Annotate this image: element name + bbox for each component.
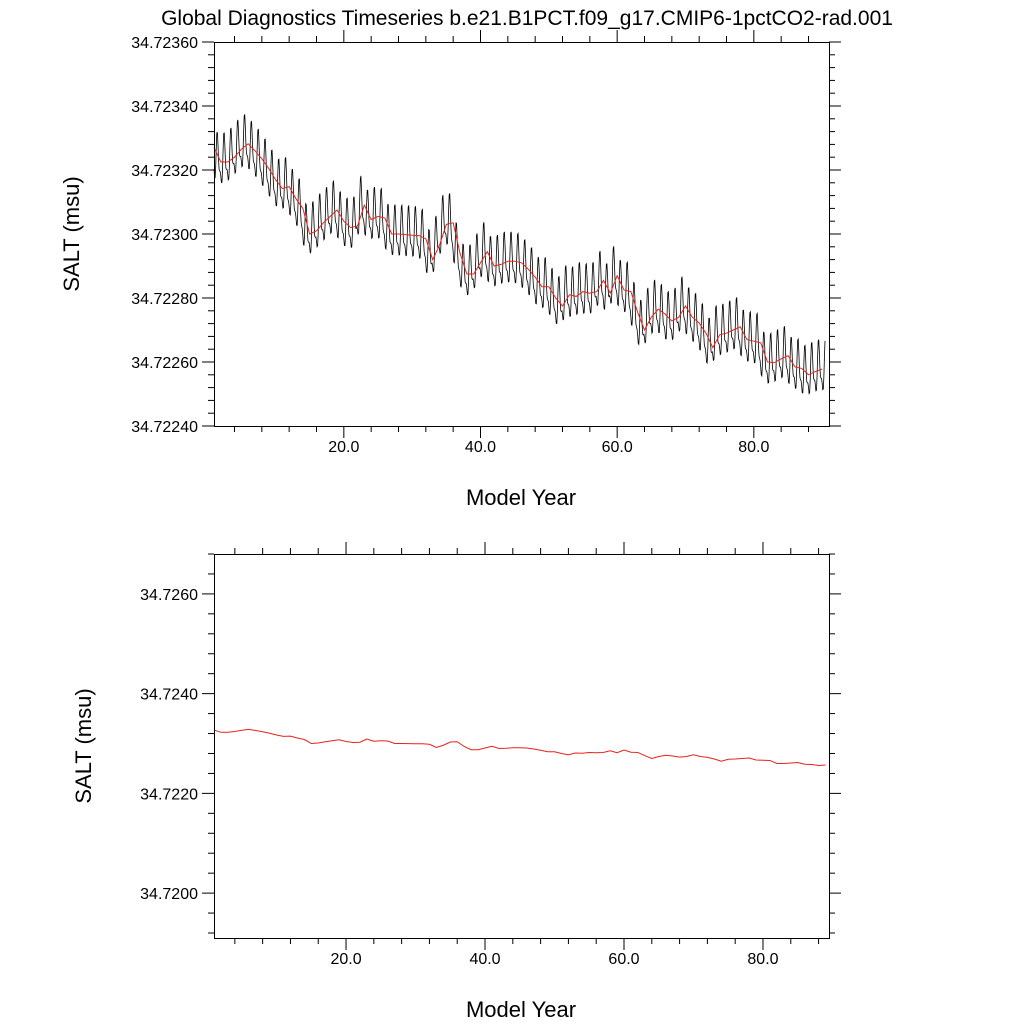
top-axes: 34.72240 34.72260 34.72280 34.72300 34.72320… bbox=[131, 30, 841, 456]
top-x-axis-title: Model Year bbox=[466, 485, 576, 510]
top-y-tick-label: 34.72320 bbox=[131, 163, 198, 180]
top-annual-series-line bbox=[213, 143, 823, 376]
bottom-x-axis-title: Model Year bbox=[466, 997, 576, 1022]
bottom-annual-series-line bbox=[213, 728, 826, 766]
top-x-tick-label: 60.0 bbox=[602, 439, 633, 456]
top-y-axis-title: SALT (msu) bbox=[59, 176, 84, 291]
top-panel: 34.72240 34.72260 34.72280 34.72300 34.72320… bbox=[59, 30, 841, 510]
bottom-x-tick-label: 80.0 bbox=[747, 951, 778, 968]
top-y-tick-label: 34.72340 bbox=[131, 99, 198, 116]
top-y-tick-label: 34.72260 bbox=[131, 355, 198, 372]
figure-title: Global Diagnostics Timeseries b.e21.B1PC… bbox=[161, 7, 893, 30]
top-y-tick-label: 34.72280 bbox=[131, 291, 198, 308]
bottom-x-tick-label: 20.0 bbox=[330, 951, 361, 968]
bottom-series-group bbox=[213, 728, 826, 766]
bottom-y-tick-label: 34.7240 bbox=[140, 687, 198, 704]
top-y-tick-label: 34.72240 bbox=[131, 419, 198, 436]
bottom-x-tick-label: 60.0 bbox=[608, 951, 639, 968]
top-plot-frame bbox=[214, 42, 830, 427]
top-y-tick-label: 34.72360 bbox=[131, 35, 198, 52]
top-series-group bbox=[213, 114, 826, 395]
bottom-y-axis-title: SALT (msu) bbox=[71, 688, 96, 803]
top-x-tick-label: 40.0 bbox=[465, 439, 496, 456]
bottom-x-tick-label: 40.0 bbox=[469, 951, 500, 968]
top-monthly-series-line bbox=[213, 114, 826, 395]
bottom-panel: 34.7200 34.7220 34.7240 34.7260 20.0 40.0 60.0… bbox=[71, 542, 841, 1022]
bottom-axes: 34.7200 34.7220 34.7240 34.7260 20.0 40.0 60.0… bbox=[140, 542, 841, 968]
bottom-y-tick-label: 34.7260 bbox=[140, 587, 198, 604]
top-y-tick-label: 34.72300 bbox=[131, 227, 198, 244]
top-x-tick-label: 20.0 bbox=[328, 439, 359, 456]
bottom-y-tick-label: 34.7200 bbox=[140, 886, 198, 903]
bottom-y-tick-label: 34.7220 bbox=[140, 786, 198, 803]
top-x-tick-label: 80.0 bbox=[738, 439, 769, 456]
bottom-plot-frame bbox=[214, 554, 830, 939]
